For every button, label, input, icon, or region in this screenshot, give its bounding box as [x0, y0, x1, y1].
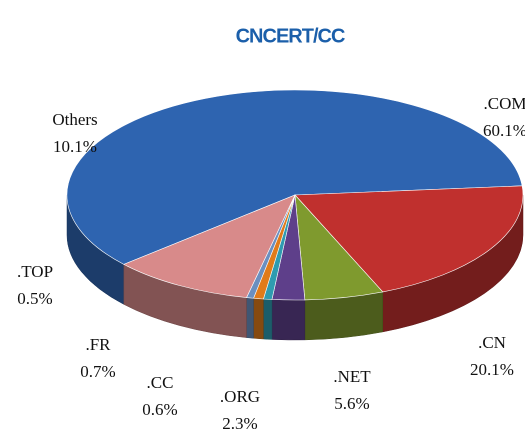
slice-value-label: 0.6%	[142, 400, 177, 419]
slice-label: .NET	[333, 367, 371, 386]
slice-label: .COM	[484, 94, 525, 113]
slice-side	[263, 298, 273, 340]
slice	[294, 185, 524, 293]
slice-label: .CC	[147, 373, 174, 392]
slice-label: .FR	[85, 335, 111, 354]
slice-value-label: 20.1%	[470, 360, 514, 379]
slice-side	[246, 297, 254, 339]
slice	[123, 194, 296, 298]
chart-title: CNCERT/CC	[236, 25, 345, 47]
slice-value-label: 5.6%	[334, 394, 369, 413]
slice-value-label: 0.5%	[17, 289, 52, 308]
slice-value-label: 0.7%	[80, 362, 115, 381]
slice-label: .CN	[478, 333, 506, 352]
slice-label: .TOP	[17, 262, 53, 281]
slice-value-label: 10.1%	[53, 137, 97, 156]
slice-label: .ORG	[220, 387, 260, 406]
slice-side	[253, 297, 264, 340]
slice-value-label: 2.3%	[222, 414, 257, 433]
slice	[66, 89, 523, 265]
slice-value-label: 60.1%	[483, 121, 525, 140]
slice-side	[271, 299, 306, 341]
slice-label: Others	[52, 110, 97, 129]
